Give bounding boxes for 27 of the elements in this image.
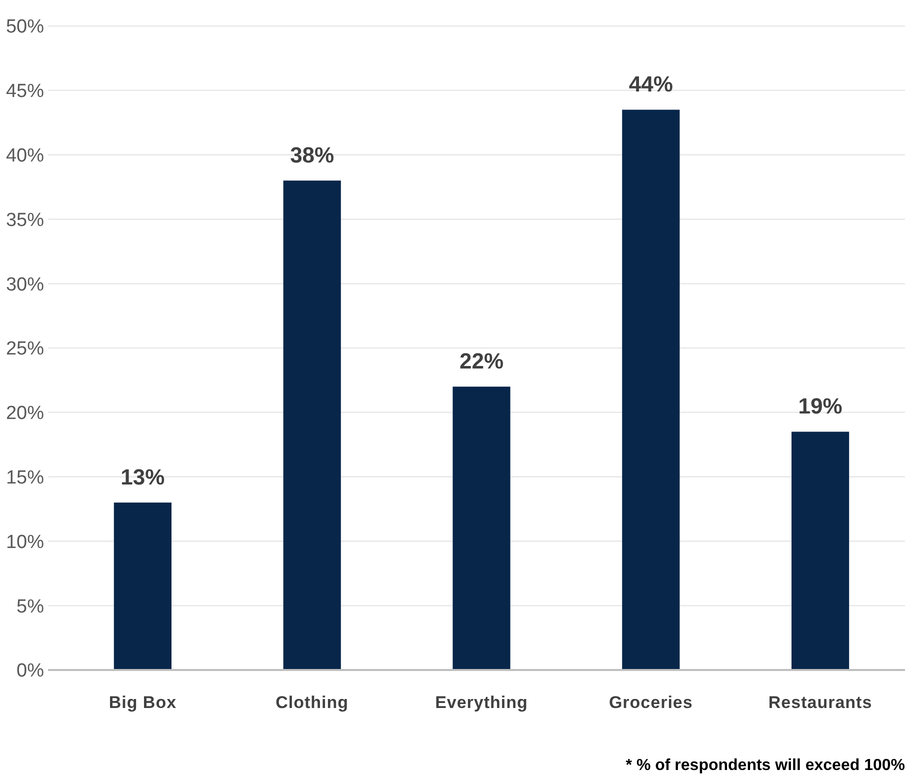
bar [792,432,850,670]
text: * % of respondents will exceed 100% [626,757,905,774]
x-tick-label: Everything [435,693,528,712]
y-tick-label: 25% [6,338,44,360]
bar [114,502,172,670]
bar [622,110,680,670]
x-tick-label: Big Box [108,693,177,712]
y-tick-label: 30% [6,274,44,296]
y-tick-label: 15% [6,467,44,488]
data-label: 22% [459,348,504,374]
y-tick-label: 10% [6,532,44,553]
y-tick-label: 0% [16,660,44,682]
y-tick-label: 40% [6,145,44,166]
bar [452,386,510,670]
y-tick-label: 45% [6,81,44,102]
x-tick-label: Restaurants [768,693,872,712]
data-label: 38% [290,142,334,168]
y-tick-label: 20% [6,403,44,424]
x-tick-label: Clothing [276,693,349,712]
data-label: 13% [120,464,165,490]
bar [283,180,341,670]
y-tick-label: 35% [6,210,44,231]
data-label: 19% [798,394,842,419]
y-tick-label: 50% [6,16,44,38]
x-tick-label: Groceries [608,693,693,712]
y-tick-label: 5% [16,596,44,618]
data-label: 44% [628,72,673,97]
